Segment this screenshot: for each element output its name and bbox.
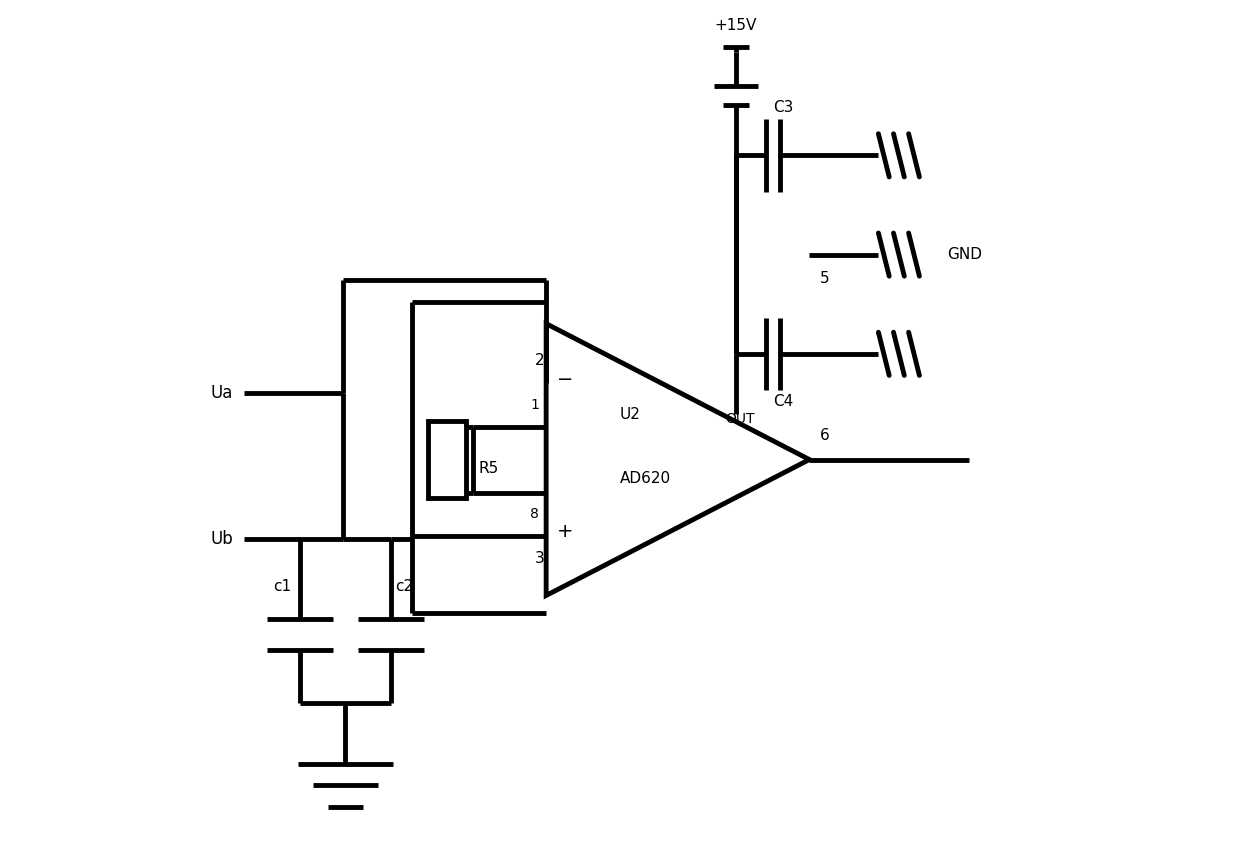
Text: AD620: AD620 (620, 471, 670, 487)
Text: 8: 8 (530, 507, 539, 521)
Text: 3: 3 (534, 551, 544, 566)
Text: c2: c2 (395, 579, 414, 595)
Text: C3: C3 (773, 100, 794, 116)
Text: C4: C4 (773, 394, 794, 409)
Text: R5: R5 (478, 461, 499, 476)
Text: 2: 2 (534, 353, 544, 368)
Text: 6: 6 (820, 428, 830, 443)
Text: +15V: +15V (715, 18, 757, 34)
Bar (427, 421, 466, 499)
Text: +: + (556, 522, 574, 541)
Text: Ub: Ub (211, 531, 233, 548)
Text: c1: c1 (274, 579, 291, 595)
Text: 5: 5 (820, 271, 830, 287)
Text: Ua: Ua (211, 384, 233, 401)
Text: OUT: OUT (725, 412, 755, 425)
Text: GND: GND (948, 247, 983, 262)
Text: 1: 1 (530, 398, 539, 412)
Text: U2: U2 (620, 406, 641, 422)
Text: −: − (558, 369, 574, 388)
